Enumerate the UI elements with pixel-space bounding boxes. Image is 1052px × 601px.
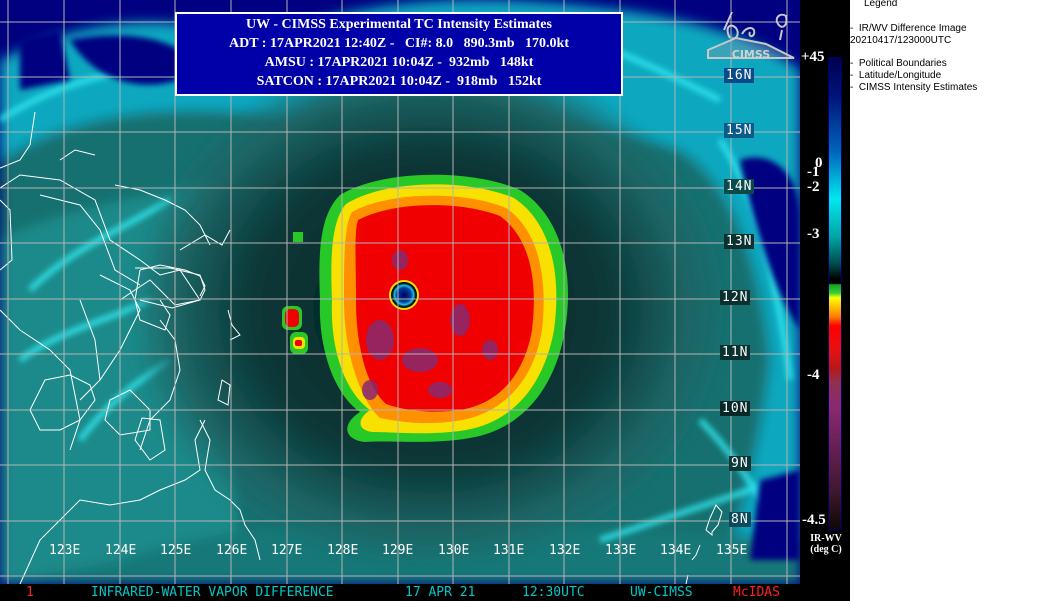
lat-label-15n: 15N: [724, 123, 755, 138]
image-time: 12:30UTC: [522, 585, 585, 600]
scale-tick-0: 0: [815, 155, 823, 171]
lon-label-130e: 130E: [438, 543, 470, 558]
lat-label-11n: 11N: [720, 345, 751, 360]
lon-label-135e: 135E: [716, 543, 748, 558]
lon-label-126e: 126E: [216, 543, 248, 558]
satellite-image: 16N 15N 14N 13N 12N 11N 10N 9N 8N 123E 1…: [0, 0, 800, 584]
intensity-estimates-box: UW - CIMSS Experimental TC Intensity Est…: [175, 12, 623, 96]
lon-label-129e: 129E: [382, 543, 414, 558]
scale-tick-plus45: +45: [801, 49, 825, 65]
svg-text:CIMSS: CIMSS: [732, 48, 771, 61]
mcidas-label: McIDAS: [733, 585, 780, 600]
scale-tick-minus4: -4: [807, 367, 820, 383]
adt-estimate: ADT : 17APR2021 12:40Z - CI#: 8.0 890.3m…: [228, 36, 570, 51]
infobox-title: UW - CIMSS Experimental TC Intensity Est…: [246, 17, 552, 32]
product-status-strip: 1 INFRARED-WATER VAPOR DIFFERENCE 17 APR…: [0, 584, 800, 601]
lat-label-14n: 14N: [724, 179, 755, 194]
lat-label-10n: 10N: [720, 401, 751, 416]
lon-label-127e: 127E: [271, 543, 303, 558]
lon-label-132e: 132E: [549, 543, 581, 558]
product-name: INFRARED-WATER VAPOR DIFFERENCE: [91, 585, 334, 600]
lat-label-16n: 16N: [724, 68, 755, 83]
frame-number: 1: [26, 585, 34, 600]
image-date: 17 APR 21: [405, 585, 476, 600]
lon-label-134e: 134E: [660, 543, 692, 558]
color-scale-bar: [828, 57, 842, 529]
lon-label-133e: 133E: [605, 543, 637, 558]
legend-item-timestamp: 20210417/123000UTC: [850, 35, 952, 46]
lat-label-12n: 12N: [720, 290, 751, 305]
scale-tick-minus3: -3: [807, 226, 820, 242]
units-line-2: (deg C): [810, 544, 842, 555]
ir-wv-difference-imagery: [0, 0, 800, 584]
lat-lon-grid: [0, 0, 800, 584]
scale-tick-minus1: -1: [807, 164, 820, 180]
scale-tick-minus2: -2: [807, 179, 820, 195]
lat-label-8n: 8N: [729, 512, 751, 527]
legend-item-cimss-estimates: - CIMSS Intensity Estimates: [850, 82, 978, 93]
satcon-estimate: SATCON : 17APR2021 10:04Z - 918mb 152kt: [256, 74, 542, 89]
lon-label-125e: 125E: [160, 543, 192, 558]
cimss-logo: CIMSS: [706, 8, 796, 64]
legend-title: Legend: [864, 0, 898, 9]
lon-label-128e: 128E: [327, 543, 359, 558]
lon-label-131e: 131E: [493, 543, 525, 558]
legend-panel: Legend - IR/WV Difference Image 20210417…: [850, 0, 1052, 601]
scale-tick-minus4-5: -4.5: [802, 512, 826, 528]
lat-label-13n: 13N: [724, 234, 755, 249]
lat-label-9n: 9N: [729, 456, 751, 471]
color-scale: +45 0 -1 -2 -3 -4 -4.5 IR-WV (deg C): [800, 0, 850, 601]
scale-units: IR-WV (deg C): [806, 533, 846, 555]
amsu-estimate: AMSU : 17APR2021 10:04Z - 932mb 148kt: [264, 55, 534, 70]
legend-item-boundaries: - Political Boundaries: [850, 58, 947, 69]
legend-item-latlon: - Latitude/Longitude: [850, 70, 942, 81]
source-label: UW-CIMSS: [630, 585, 693, 600]
lon-label-123e: 123E: [49, 543, 81, 558]
legend-item-irwv: - IR/WV Difference Image: [850, 23, 967, 34]
units-line-1: IR-WV: [810, 533, 842, 544]
lon-label-124e: 124E: [105, 543, 137, 558]
typhoon-cloud-shield: [282, 174, 568, 442]
